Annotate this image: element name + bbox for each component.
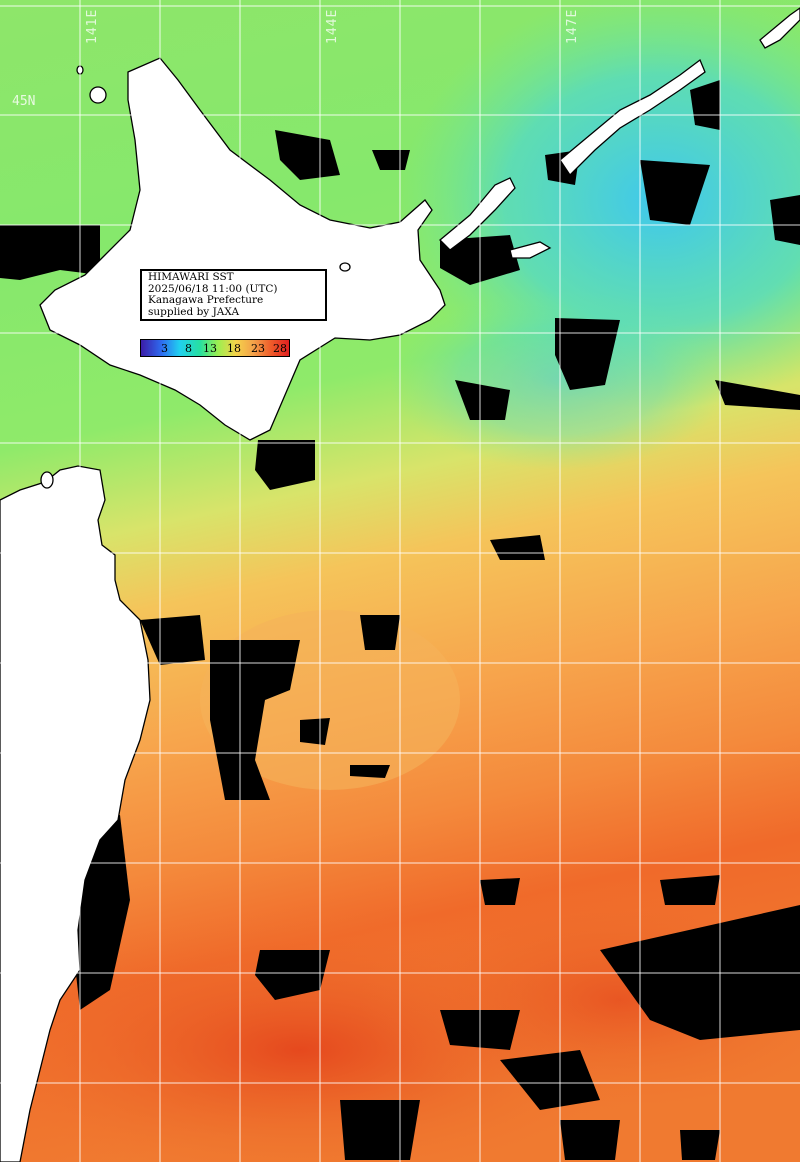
legend-tick: 18 xyxy=(227,342,241,355)
longitude-label-141e: 141E xyxy=(85,8,100,44)
legend-tick: 23 xyxy=(251,342,265,355)
color-legend: 3 8 13 18 23 28 xyxy=(140,339,290,357)
info-datetime: 2025/06/18 11:00 (UTC) xyxy=(148,282,278,295)
legend-tick: 3 xyxy=(161,342,168,355)
legend-tick: 28 xyxy=(273,342,287,355)
longitude-label-144e: 144E xyxy=(325,8,340,44)
legend-tick: 8 xyxy=(185,342,192,355)
info-source: supplied by JAXA xyxy=(148,305,240,318)
info-box: HIMAWARI SST 2025/06/18 11:00 (UTC) Kana… xyxy=(140,269,327,321)
latitude-label-45n: 45N xyxy=(12,94,36,109)
info-region: Kanagawa Prefecture xyxy=(148,294,264,306)
legend-tick: 13 xyxy=(203,342,217,355)
longitude-label-147e: 147E xyxy=(565,8,580,44)
info-title: HIMAWARI SST xyxy=(148,271,234,283)
